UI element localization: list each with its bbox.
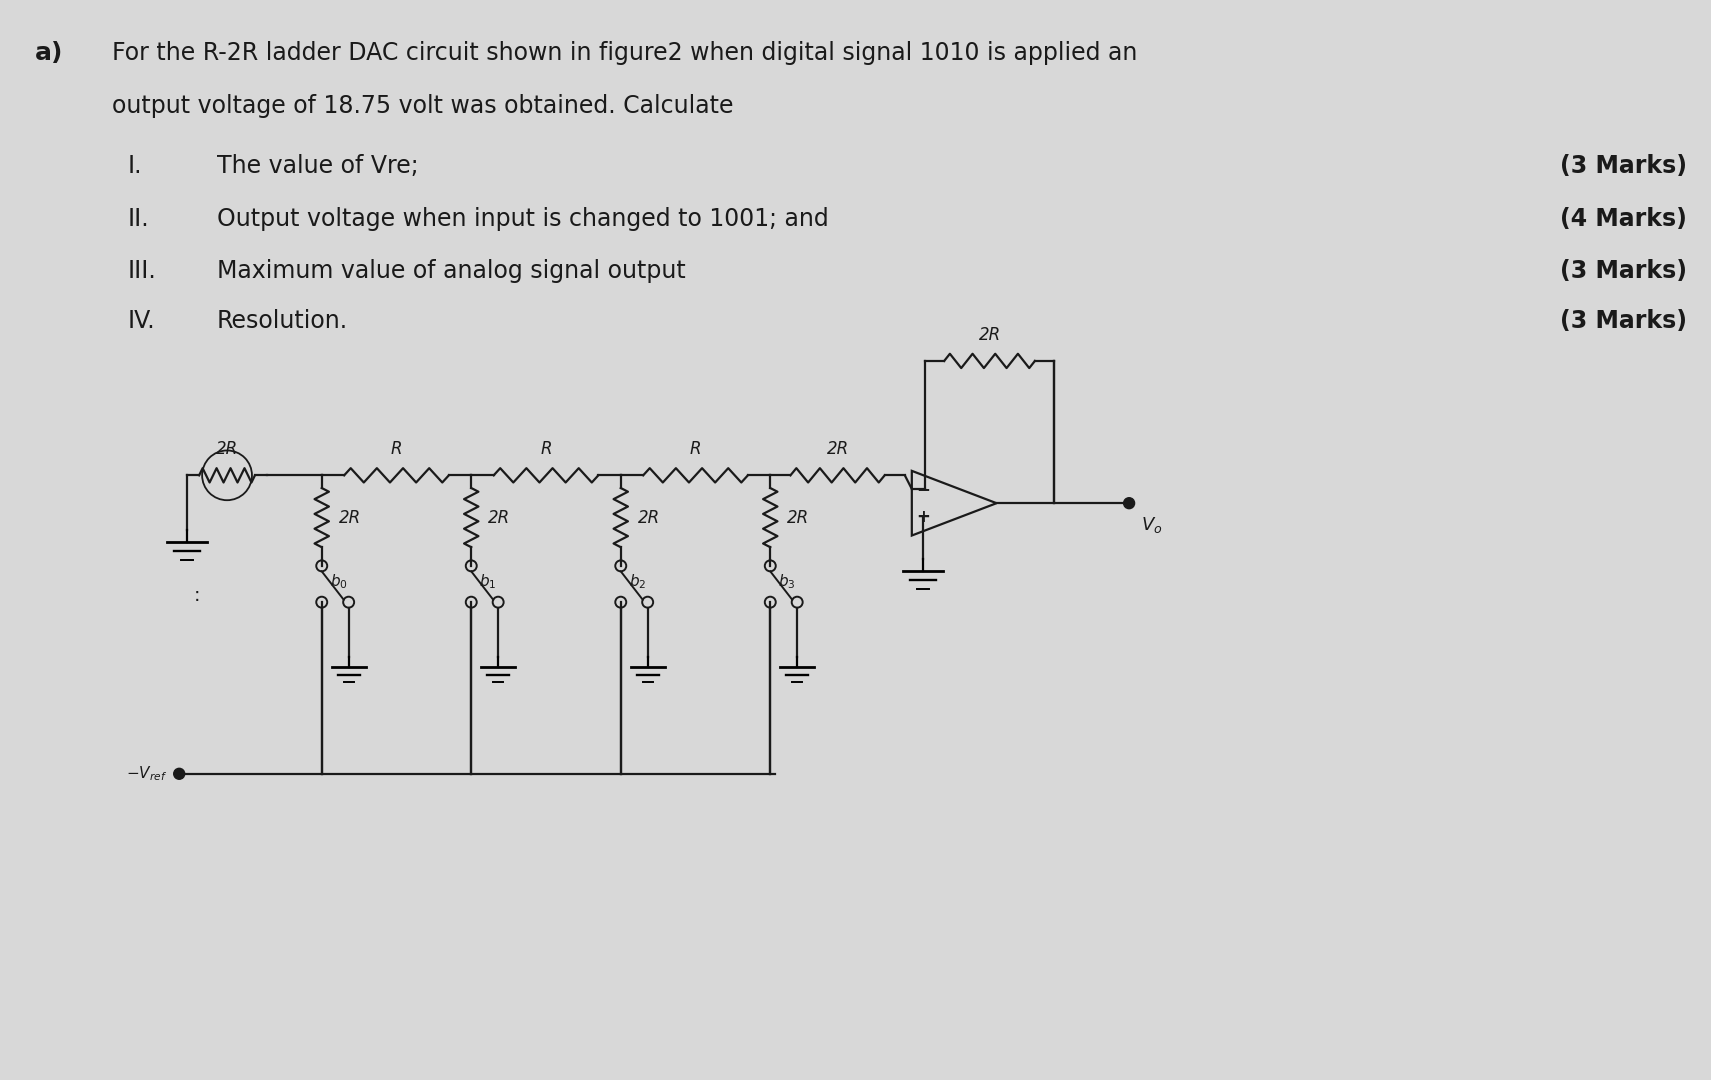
Text: Output voltage when input is changed to 1001; and: Output voltage when input is changed to …	[217, 206, 828, 231]
Text: 2R: 2R	[488, 509, 510, 527]
Text: Maximum value of analog signal output: Maximum value of analog signal output	[217, 259, 686, 283]
Text: 2R: 2R	[216, 441, 238, 458]
Text: :: :	[193, 586, 200, 605]
Text: +: +	[915, 509, 929, 526]
Text: 2R: 2R	[826, 441, 849, 458]
Circle shape	[1124, 498, 1134, 509]
Text: R: R	[390, 441, 402, 458]
Text: 2R: 2R	[339, 509, 361, 527]
Text: 2R: 2R	[638, 509, 660, 527]
Text: $-V_{ref}$: $-V_{ref}$	[127, 765, 168, 783]
Text: (3 Marks): (3 Marks)	[1560, 259, 1687, 283]
Text: 2R: 2R	[787, 509, 809, 527]
Text: III.: III.	[127, 259, 156, 283]
Text: $b_2$: $b_2$	[628, 571, 647, 591]
Text: R: R	[690, 441, 702, 458]
Text: (3 Marks): (3 Marks)	[1560, 309, 1687, 334]
Text: I.: I.	[127, 154, 142, 178]
Text: a): a)	[34, 41, 63, 65]
Text: For the R-2R ladder DAC circuit shown in figure2 when digital signal 1010 is app: For the R-2R ladder DAC circuit shown in…	[113, 41, 1138, 65]
Text: −: −	[915, 480, 929, 498]
Text: II.: II.	[127, 206, 149, 231]
Text: Resolution.: Resolution.	[217, 309, 349, 334]
Text: 2R: 2R	[979, 326, 1001, 345]
Text: $V_o$: $V_o$	[1141, 515, 1162, 535]
Text: $b_1$: $b_1$	[479, 571, 496, 591]
Text: $b_3$: $b_3$	[779, 571, 796, 591]
Text: (4 Marks): (4 Marks)	[1560, 206, 1687, 231]
Text: R: R	[541, 441, 551, 458]
Text: (3 Marks): (3 Marks)	[1560, 154, 1687, 178]
Circle shape	[175, 768, 185, 780]
Text: The value of Vre;: The value of Vre;	[217, 154, 419, 178]
Text: output voltage of 18.75 volt was obtained. Calculate: output voltage of 18.75 volt was obtaine…	[113, 94, 734, 119]
Text: IV.: IV.	[127, 309, 156, 334]
Text: $b_0$: $b_0$	[330, 571, 347, 591]
